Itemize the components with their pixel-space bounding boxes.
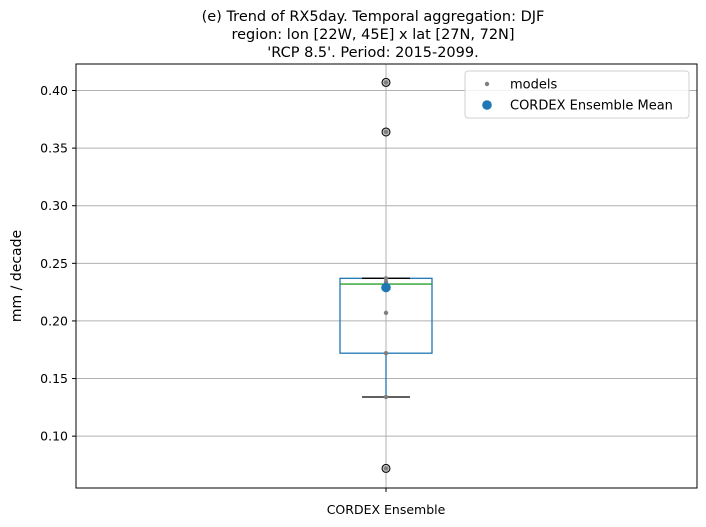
chart-title: (e) Trend of RX5day. Temporal aggregatio… [202, 9, 545, 61]
ensemble-mean-point [381, 282, 391, 293]
grid [76, 64, 697, 488]
model-points [381, 80, 391, 471]
model-point [383, 80, 389, 85]
legend: models CORDEX Ensemble Mean [464, 70, 690, 119]
y-tick-label: 0.15 [40, 371, 68, 386]
legend-box [464, 70, 690, 119]
y-tick-label: 0.30 [40, 198, 68, 213]
x-tick-label: CORDEX Ensemble [327, 502, 446, 517]
model-point [383, 394, 389, 400]
plot-frame [75, 63, 698, 489]
y-tick-label: 0.25 [40, 256, 68, 271]
x-axis-ticks: CORDEX Ensemble [327, 488, 446, 517]
legend-marker-ensemble-mean [482, 100, 492, 110]
chart-title-line-1: (e) Trend of RX5day. Temporal aggregatio… [202, 9, 545, 25]
model-point [383, 466, 389, 471]
y-tick-label: 0.35 [40, 141, 68, 156]
y-tick-label: 0.10 [40, 429, 68, 444]
model-point [383, 276, 389, 281]
model-point [383, 310, 389, 316]
chart-title-line-3: 'RCP 8.5'. Period: 2015-2099. [267, 45, 478, 61]
y-axis-ticks: 0.10 0.15 0.20 0.25 0.30 0.35 0.40 [40, 83, 76, 444]
legend-label-models: models [510, 78, 557, 93]
model-point [383, 129, 389, 135]
y-tick-label: 0.40 [40, 83, 68, 98]
chart-title-line-2: region: lon [22W, 45E] x lat [27N, 72N] [231, 27, 514, 43]
model-point [383, 350, 389, 356]
y-axis-label: mm / decade [9, 230, 25, 322]
legend-label-ensemble-mean: CORDEX Ensemble Mean [510, 99, 673, 114]
y-tick-label: 0.20 [40, 313, 68, 328]
legend-marker-models [484, 81, 490, 87]
